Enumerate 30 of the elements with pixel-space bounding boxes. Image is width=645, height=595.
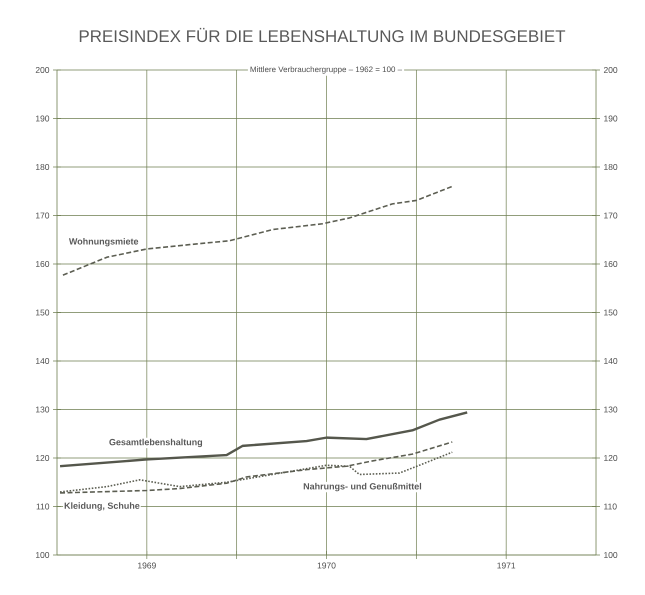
x-tick-label: 1970 xyxy=(318,562,336,568)
y2-tick-label: 180 xyxy=(604,164,618,170)
y-tick-label: 180 xyxy=(36,164,50,170)
y-tick-label: 170 xyxy=(36,212,50,218)
y-tick-label: 150 xyxy=(36,310,50,316)
x-tick-label: 1971 xyxy=(497,562,516,568)
x-tick-label: 1969 xyxy=(138,562,156,568)
y-tick-label: 110 xyxy=(36,504,50,510)
y-tick-label: 200 xyxy=(36,67,50,73)
series-label: Wohnungsmiete xyxy=(68,238,138,246)
y2-tick-label: 100 xyxy=(604,552,618,558)
y2-tick-label: 110 xyxy=(604,504,617,510)
series-label: Gesamtlebenshaltung xyxy=(109,438,202,448)
y-tick-label: 100 xyxy=(36,552,50,558)
series-label: Kleidung, Schuhe xyxy=(64,502,140,511)
y-tick-label: 190 xyxy=(36,116,50,122)
y2-tick-label: 200 xyxy=(604,67,618,73)
y2-tick-label: 150 xyxy=(604,310,618,316)
y2-tick-label: 160 xyxy=(604,261,618,267)
y2-tick-label: 130 xyxy=(604,406,618,412)
y-tick-label: 130 xyxy=(36,406,50,412)
y2-tick-label: 120 xyxy=(604,455,618,461)
y2-tick-label: 170 xyxy=(604,212,618,218)
y2-tick-label: 140 xyxy=(604,358,618,364)
y2-tick-label: 190 xyxy=(604,116,618,122)
y-tick-label: 160 xyxy=(36,261,50,267)
series-label: Nahrungs- und Genußmittel xyxy=(304,482,422,492)
y-tick-label: 140 xyxy=(36,358,50,364)
chart-title: PREISINDEX FÜR DIE LEBENSHALTUNG IM BUNDESGEBIET xyxy=(80,28,566,42)
y-tick-label: 120 xyxy=(36,455,50,461)
